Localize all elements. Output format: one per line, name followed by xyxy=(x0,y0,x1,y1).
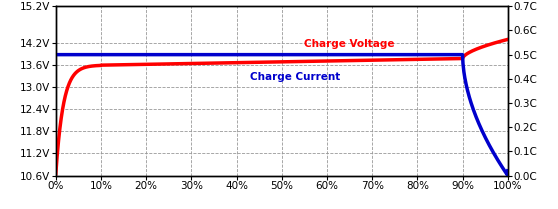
Text: Charge Voltage: Charge Voltage xyxy=(305,40,395,50)
Text: Charge Current: Charge Current xyxy=(250,72,340,82)
